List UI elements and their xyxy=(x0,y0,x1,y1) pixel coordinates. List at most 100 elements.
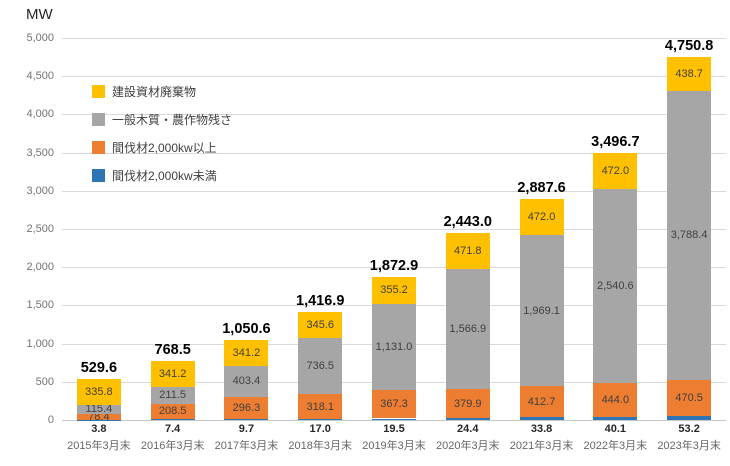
bar-segment-3-2023年3月末 xyxy=(667,57,712,91)
bar-segment-0-2019年3月末 xyxy=(372,418,416,420)
bar-segment-1-2019年3月末 xyxy=(372,390,416,419)
bar-segment-0-2021年3月末 xyxy=(519,417,564,420)
y-axis-tick-label: 4,000 xyxy=(26,108,54,121)
data-label: 341.2 xyxy=(158,368,187,381)
legend-swatch-yellow xyxy=(92,85,105,98)
data-label: 355.2 xyxy=(380,284,408,297)
data-label: 470.5 xyxy=(675,391,703,404)
data-label: 412.7 xyxy=(527,395,556,408)
data-label: 1,566.9 xyxy=(449,323,487,336)
data-label: 211.5 xyxy=(159,389,187,402)
legend-swatch-gray xyxy=(92,113,105,126)
y-axis-tick-label: 500 xyxy=(35,375,54,388)
gridline-2,500 xyxy=(62,229,726,230)
bar-segment-2-2021年3月末 xyxy=(519,235,564,386)
data-label: 1,131.0 xyxy=(375,341,413,354)
data-label: 115.4 xyxy=(85,403,113,416)
legend-item-thinned-wood-under-2000kw: 間伐材2,000kw未満 xyxy=(92,169,232,183)
bar-segment-0-2016年3月末 xyxy=(150,419,195,421)
bar-segment-3-2021年3月末 xyxy=(519,199,564,236)
gridline-3,000 xyxy=(62,190,726,192)
data-label: 736.5 xyxy=(306,360,334,373)
y-axis-tick-label: 4,500 xyxy=(26,70,54,83)
data-label: 33.8 xyxy=(530,423,553,435)
data-label: 471.8 xyxy=(454,245,482,258)
bar-segment-3-2022年3月末 xyxy=(593,152,638,189)
total-label: 2,887.6 xyxy=(517,180,566,197)
x-axis-tick-label: 2021年3月末 xyxy=(509,440,574,452)
x-axis-tick-label: 2018年3月末 xyxy=(288,440,353,452)
data-label: 379.9 xyxy=(454,397,482,410)
bar-segment-1-2020年3月末 xyxy=(445,389,490,419)
total-label: 3,496.7 xyxy=(591,133,640,150)
bar-segment-0-2017年3月末 xyxy=(224,419,269,421)
bar-segment-3-2020年3月末 xyxy=(445,233,490,270)
data-label: 9.7 xyxy=(238,423,255,435)
data-label: 1,969.1 xyxy=(523,304,560,317)
y-axis-tick-label: 0 xyxy=(47,414,54,426)
legend-item-construction-waste: 建設資材廃棄物 xyxy=(92,85,232,99)
bar-segment-2-2019年3月末 xyxy=(372,304,416,391)
bar-segment-2-2023年3月末 xyxy=(667,90,712,380)
x-axis-tick-label: 2019年3月末 xyxy=(362,440,426,452)
data-label: 472.0 xyxy=(601,164,630,177)
bar-segment-1-2017年3月末 xyxy=(224,396,269,420)
bar-segment-0-2015年3月末 xyxy=(76,419,121,421)
data-label: 3.8 xyxy=(91,423,107,435)
bar-segment-0-2018年3月末 xyxy=(298,418,343,420)
gridline-3,500 xyxy=(62,152,726,154)
bar-segment-3-2019年3月末 xyxy=(372,276,416,305)
bar-segment-2-2015年3月末 xyxy=(76,404,121,414)
y-axis-tick-label: 2,000 xyxy=(26,261,54,274)
bar-segment-1-2023年3月末 xyxy=(667,379,712,416)
bar-segment-1-2022年3月末 xyxy=(593,383,638,417)
data-label: 3,788.4 xyxy=(670,229,708,242)
data-label: 2,540.6 xyxy=(596,279,634,292)
bar-segment-0-2020年3月末 xyxy=(445,418,490,420)
data-label: 367.3 xyxy=(380,398,408,411)
y-axis-tick-label: 1,500 xyxy=(26,299,54,312)
y-axis-tick-label: 3,500 xyxy=(26,146,54,159)
bar-segment-1-2015年3月末 xyxy=(76,413,121,420)
legend-label: 間伐材2,000kw以上 xyxy=(112,141,217,155)
y-axis-tick-label: 1,000 xyxy=(26,337,54,350)
data-label: 19.5 xyxy=(383,423,405,435)
data-label: 208.5 xyxy=(158,405,187,418)
x-axis-tick-label: 2017年3月末 xyxy=(214,440,279,452)
y-axis-unit-label: MW xyxy=(26,6,53,23)
bar-segment-1-2018年3月末 xyxy=(298,394,343,419)
bar-segment-2-2017年3月末 xyxy=(224,365,269,397)
gridline-4,500 xyxy=(62,76,726,78)
data-label: 318.1 xyxy=(306,400,334,413)
gridline-2,000 xyxy=(62,267,726,269)
gridline-5,000 xyxy=(62,38,726,39)
total-label: 2,443.0 xyxy=(443,214,492,231)
data-label: 7.4 xyxy=(165,423,181,435)
data-label: 78.4 xyxy=(88,410,110,423)
bar-segment-2-2020年3月末 xyxy=(445,269,490,390)
legend-swatch-orange xyxy=(92,141,105,154)
legend-label: 建設資材廃棄物 xyxy=(112,85,197,99)
x-axis-tick-label: 2023年3月末 xyxy=(657,440,721,452)
bar-segment-3-2016年3月末 xyxy=(150,361,195,388)
total-label: 768.5 xyxy=(154,342,191,359)
data-label: 438.7 xyxy=(675,67,703,80)
total-label: 1,872.9 xyxy=(369,257,419,274)
data-label: 444.0 xyxy=(601,393,630,406)
data-label: 335.8 xyxy=(85,386,113,399)
data-label: 40.1 xyxy=(604,423,627,435)
data-label: 341.2 xyxy=(232,346,261,359)
y-axis-tick-label: 2,500 xyxy=(26,223,54,235)
legend-item-general-wood: 一般木質・農作物残さ xyxy=(92,113,232,127)
bar-segment-1-2016年3月末 xyxy=(150,403,195,420)
legend-item-thinned-wood-over-2000kw: 間伐材2,000kw以上 xyxy=(92,141,232,155)
legend-swatch-blue xyxy=(92,169,105,182)
y-axis-tick-label: 3,000 xyxy=(26,184,54,197)
y-axis-tick-label: 5,000 xyxy=(26,32,54,44)
total-label: 4,750.8 xyxy=(664,38,714,55)
data-label: 472.0 xyxy=(527,211,556,224)
data-label: 345.6 xyxy=(306,318,334,331)
total-label: 1,416.9 xyxy=(296,292,345,309)
legend: 建設資材廃棄物 一般木質・農作物残さ 間伐材2,000kw以上 間伐材2,000… xyxy=(92,85,232,197)
